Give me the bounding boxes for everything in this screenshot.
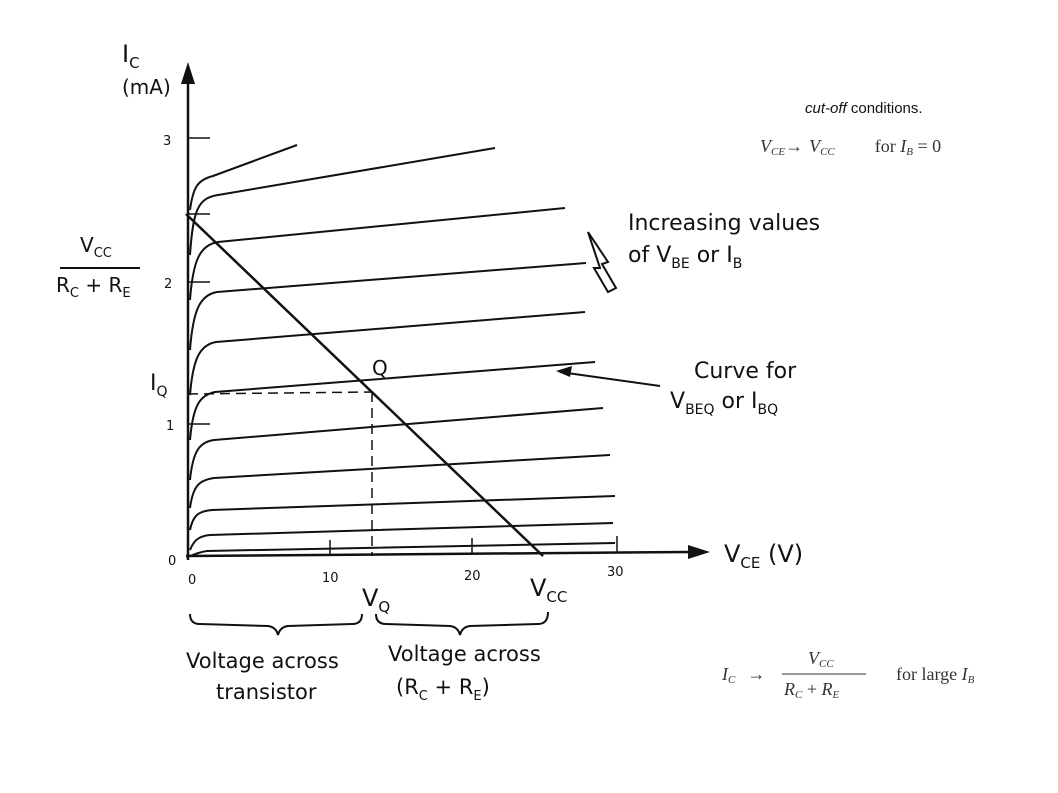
y-tick-label-2: 2 (164, 277, 172, 292)
y-axis-arrowhead (181, 62, 195, 84)
svg-text:VBEQ or IBQ: VBEQ or IBQ (670, 389, 778, 418)
y-axis-label: IC (122, 40, 140, 72)
transistor-voltage-bracket (189, 613, 363, 636)
voltage-across-resistors-line2: (RC + RE) (396, 675, 490, 704)
hollow-arrow-icon (587, 231, 618, 294)
curve-10 (189, 147, 496, 256)
svg-text:of VBE or IB: of VBE or IB (628, 243, 742, 272)
y-tick-label-1: 1 (166, 419, 174, 434)
curve-1 (189, 542, 616, 557)
q-point-label: Q (372, 356, 388, 380)
x-axis (185, 550, 691, 558)
resistor-voltage-bracket (375, 611, 549, 636)
voltage-across-transistor-line2: transistor (216, 680, 317, 704)
iq-label: IQ (150, 371, 168, 400)
svg-text:for large IB: for large IB (896, 664, 975, 686)
cutoff-rest: conditions. (846, 100, 923, 117)
svg-text:Curve for: Curve for (694, 359, 797, 384)
svg-text:VCC: VCC (808, 648, 834, 670)
x-tick-label-30: 30 (607, 565, 624, 580)
vcc-over-rc-re-label: VCC RC + RE (56, 233, 140, 301)
curve-5 (189, 407, 604, 481)
y-tick-label-0: 0 (168, 554, 176, 569)
svg-text:IC→: IC → (721, 664, 765, 686)
svg-text:RC + RE: RC + RE (56, 273, 131, 301)
svg-text:VCC: VCC (80, 233, 112, 261)
svg-text:Increasing values: Increasing values (628, 211, 820, 236)
svg-text:RC + RE: RC + RE (783, 679, 840, 701)
curve-6 (189, 361, 596, 441)
load-line (185, 213, 544, 557)
cutoff-italic: cut-off (805, 100, 847, 117)
curve-for-vbeq-annotation: Curve for VBEQ or IBQ (556, 359, 797, 418)
x-axis-label: VCE (V) (724, 540, 803, 572)
voltage-across-resistors-line1: Voltage across (388, 642, 541, 666)
x-tick-label-10: 10 (322, 571, 339, 586)
curve-11 (189, 144, 298, 211)
increasing-values-annotation: Increasing values of VBE or IB (587, 211, 820, 294)
y-tick-label-3: 3 (163, 134, 171, 149)
curve-7 (189, 311, 586, 396)
curve-4 (189, 454, 611, 509)
curve-9 (189, 207, 566, 301)
voltage-across-transistor-line1: Voltage across (186, 649, 339, 673)
vcc-label: VCC (530, 574, 567, 606)
pointer-arrow-icon (559, 371, 661, 387)
x-tick-label-20: 20 (464, 569, 481, 584)
y-axis-unit: (mA) (122, 75, 171, 99)
characteristic-curves (189, 144, 616, 557)
cutoff-conditions-title: cut-off conditions. (805, 100, 923, 117)
iq-dashed-line (187, 391, 373, 395)
curve-2 (189, 522, 614, 551)
x-axis-arrowhead (688, 545, 710, 559)
saturation-formula: IC → VCC RC + RE for large IB (721, 648, 975, 701)
curve-3 (189, 495, 616, 531)
x-tick-label-0: 0 (188, 573, 196, 588)
cutoff-formula: VCE→ VCC for IB = 0 (760, 136, 941, 158)
vq-label: VQ (362, 584, 390, 616)
curve-8 (189, 262, 587, 351)
